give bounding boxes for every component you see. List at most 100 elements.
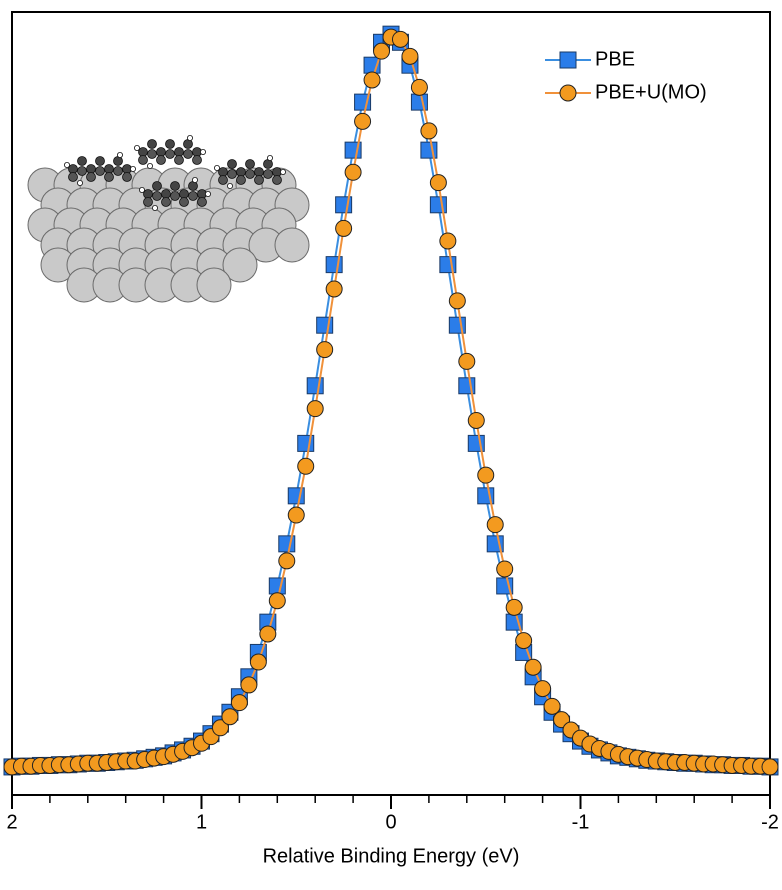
molecule-atom [86,172,96,182]
molecule-atom [188,191,198,201]
data-point [515,632,533,650]
x-tick-label: -1 [572,811,590,833]
molecule-atom [254,175,264,185]
molecule-atom [192,155,202,165]
data-point [439,232,457,250]
molecule-atom [64,161,71,168]
molecule-atom [117,151,124,158]
data-point [420,122,438,140]
data-point [354,112,372,130]
molecule-atom [143,197,153,207]
data-point [221,708,239,726]
molecule-atom [279,168,286,175]
molecule-atom [227,159,237,169]
substrate-atom [196,267,232,303]
data-point [325,280,343,298]
substrate-atom [222,247,258,283]
molecule-atom [226,182,233,189]
data-point [448,292,466,310]
molecule-atom [77,156,87,166]
molecule-atom [95,166,105,176]
molecule-atom [104,172,114,182]
molecule-atom [170,191,180,201]
data-point [344,163,362,181]
molecule-atom [113,156,123,166]
data-point [211,719,229,737]
molecule-atom [165,139,175,149]
data-point [429,196,447,214]
data-point [363,71,381,89]
molecule-atom [147,149,157,159]
data-point [259,625,277,643]
data-point [306,400,324,418]
data-point [373,42,391,60]
molecule-atom [156,155,166,165]
data-point [335,219,353,237]
molecule-atom [236,175,246,185]
molecule-atom [179,197,189,207]
molecule-atom [197,197,207,207]
molecule-atom [263,159,273,169]
molecule-atom [77,166,87,176]
data-point [477,466,495,484]
inset-illustration [27,134,310,303]
series-line [11,32,771,768]
substrate-atom [274,227,310,263]
molecule-atom [133,144,140,151]
legend-marker [559,51,577,69]
molecule-atom [183,149,193,159]
molecule-atom [183,139,193,149]
molecule-atom [68,172,78,182]
molecule-atom [213,164,220,171]
molecule-atom [174,155,184,165]
series-line [11,35,771,768]
molecule-atom [188,181,198,191]
legend-marker [559,84,577,102]
data-point [230,694,248,712]
data-point [458,352,476,370]
molecule-atom [272,175,282,185]
data-point [524,658,542,676]
data-point [496,560,514,578]
x-tick-label: 1 [196,811,207,833]
data-point [240,676,258,694]
molecule-atom [77,179,84,186]
molecule-atom [129,165,136,172]
molecule-atom [245,169,255,179]
plot-frame [11,11,771,796]
data-point [467,411,485,429]
data-point [410,93,428,111]
data-point [268,592,286,610]
legend-label: PBE+U(MO) [595,81,707,103]
molecule-atom [122,172,132,182]
molecule-atom [263,169,273,179]
molecule-atom [161,197,171,207]
x-axis-label: Relative Binding Energy (eV) [263,845,520,867]
data-point [410,78,428,96]
data-point [297,457,315,475]
molecule-atom [227,169,237,179]
molecule-atom [95,156,105,166]
molecule-atom [138,186,145,193]
molecule-atom [152,191,162,201]
data-point [420,141,438,159]
molecule-atom [245,159,255,169]
data-point [761,758,779,776]
molecule-atom [191,176,198,183]
data-point [316,341,334,359]
legend-label: PBE [595,48,635,70]
data-point [391,30,409,48]
molecule-atom [218,175,228,185]
x-tick-label: 2 [6,811,17,833]
molecule-atom [138,155,148,165]
molecule-atom [113,166,123,176]
data-point [401,47,419,65]
molecule-atom [199,148,206,155]
molecule-atom [170,181,180,191]
data-point [543,697,561,715]
data-point [486,516,504,534]
data-point [429,174,447,192]
data-point [505,598,523,616]
molecule-atom [152,181,162,191]
